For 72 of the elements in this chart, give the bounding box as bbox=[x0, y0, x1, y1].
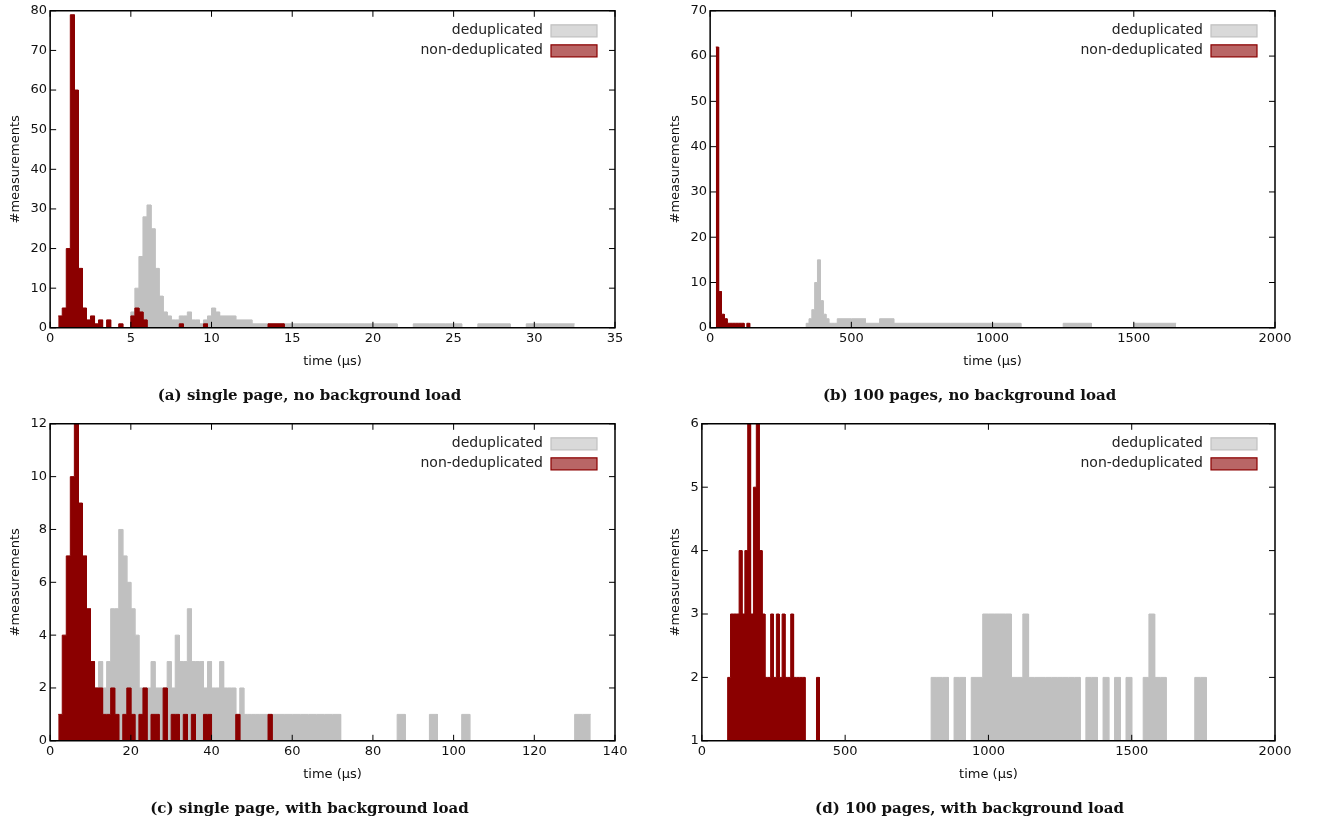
x-tick-label: 140 bbox=[602, 742, 628, 758]
x-tick-label: 1500 bbox=[1115, 742, 1149, 758]
text: (a) single page, no background load bbox=[157, 385, 462, 404]
x-axis-title: time (µs) bbox=[959, 765, 1018, 781]
y-tick-label: 6 bbox=[38, 573, 48, 589]
y-tick-label: 60 bbox=[30, 81, 48, 97]
y-tick-label: 70 bbox=[30, 41, 48, 57]
y-tick-label: 70 bbox=[690, 2, 708, 18]
x-tick-label: 40 bbox=[203, 742, 220, 758]
y-tick-label: 20 bbox=[30, 239, 48, 255]
y-tick-label: 10 bbox=[30, 468, 48, 484]
y-tick-label: 10 bbox=[690, 273, 708, 289]
legend-label: non-deduplicated bbox=[420, 454, 543, 471]
y-tick-label: 4 bbox=[38, 626, 48, 642]
text: (b) 100 pages, no background load bbox=[822, 385, 1117, 404]
x-axis-title: time (µs) bbox=[303, 765, 362, 781]
x-tick-label: 20 bbox=[364, 329, 382, 345]
y-tick-label: 30 bbox=[30, 200, 48, 216]
text: (c) single page, with background load bbox=[150, 798, 470, 817]
y-tick-label: 4 bbox=[690, 541, 699, 557]
y-tick-label: 50 bbox=[30, 121, 48, 137]
y-tick-label: 3 bbox=[690, 605, 699, 621]
x-axis-title: time (µs) bbox=[963, 352, 1022, 368]
legend-label: non-deduplicated bbox=[1080, 454, 1203, 471]
y-tick-label: 0 bbox=[38, 319, 48, 335]
x-tick-label: 1000 bbox=[971, 742, 1005, 758]
y-tick-label: 10 bbox=[30, 279, 48, 295]
x-tick-label: 2000 bbox=[1258, 329, 1292, 345]
y-tick-label: 40 bbox=[30, 160, 48, 176]
x-tick-label: 30 bbox=[526, 329, 543, 345]
x-tick-label: 500 bbox=[832, 742, 858, 758]
x-axis-title: time (µs) bbox=[303, 352, 362, 368]
y-tick-label: 60 bbox=[690, 47, 708, 63]
y-tick-label: 2 bbox=[38, 679, 48, 695]
y-tick-label: 1 bbox=[690, 732, 699, 748]
legend-label: non-deduplicated bbox=[420, 41, 543, 58]
x-tick-label: 35 bbox=[606, 329, 624, 345]
y-tick-label: 40 bbox=[690, 138, 708, 154]
y-axis-title: #measurements bbox=[667, 114, 683, 224]
y-tick-label: 0 bbox=[698, 319, 708, 335]
legend-label: deduplicated bbox=[1111, 21, 1203, 38]
x-tick-label: 1000 bbox=[976, 329, 1010, 345]
x-tick-label: 80 bbox=[364, 742, 382, 758]
y-tick-label: 50 bbox=[690, 92, 708, 108]
x-tick-label: 15 bbox=[283, 329, 301, 345]
legend-label: deduplicated bbox=[1111, 434, 1203, 451]
y-tick-label: 80 bbox=[30, 2, 48, 18]
x-tick-label: 120 bbox=[521, 742, 547, 758]
y-tick-label: 0 bbox=[38, 732, 48, 748]
legend-label: deduplicated bbox=[451, 434, 543, 451]
legend-label: non-deduplicated bbox=[1080, 41, 1203, 58]
y-tick-label: 5 bbox=[690, 478, 699, 494]
x-tick-label: 25 bbox=[445, 329, 462, 345]
y-tick-label: 6 bbox=[690, 415, 699, 431]
text: (d) 100 pages, with background load bbox=[815, 798, 1125, 817]
y-tick-label: 30 bbox=[690, 183, 708, 199]
x-tick-label: 1500 bbox=[1117, 329, 1151, 345]
x-tick-label: 500 bbox=[838, 329, 864, 345]
y-axis-title: #measurements bbox=[667, 527, 683, 637]
x-tick-label: 20 bbox=[122, 742, 140, 758]
x-tick-label: 100 bbox=[441, 742, 467, 758]
y-tick-label: 8 bbox=[38, 520, 48, 536]
legend-label: deduplicated bbox=[451, 21, 543, 38]
y-axis-title: #measurements bbox=[7, 114, 23, 224]
x-tick-label: 2000 bbox=[1258, 742, 1292, 758]
y-axis-title: #measurements bbox=[7, 527, 23, 637]
y-tick-label: 2 bbox=[690, 668, 699, 684]
y-tick-label: 12 bbox=[30, 415, 48, 431]
x-tick-label: 60 bbox=[283, 742, 301, 758]
x-tick-label: 10 bbox=[203, 329, 220, 345]
x-tick-label: 5 bbox=[126, 329, 135, 345]
y-tick-label: 20 bbox=[690, 228, 708, 244]
